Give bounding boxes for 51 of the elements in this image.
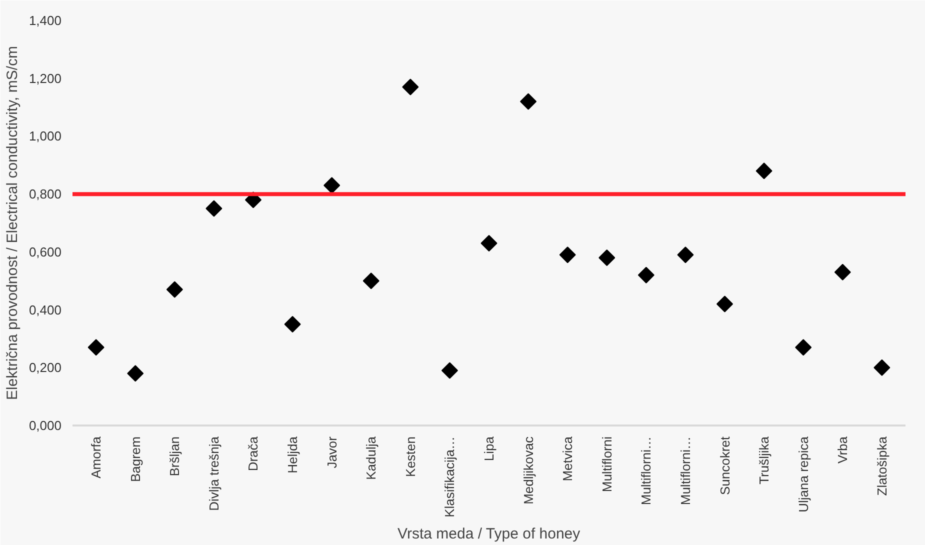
point [677,246,694,264]
y-tick-label: 0,400 [28,302,62,318]
x-tick-label: Multiflorni… [678,436,693,506]
y-axis-title: Električna provodnost / Electrical conductivity, mS/cm [4,46,21,400]
point [795,339,812,356]
point [559,246,576,264]
y-tick-label: 1,200 [28,70,62,86]
point [520,93,537,110]
x-tick-label: Multiflorni [599,436,614,492]
point [874,359,890,376]
x-tick-label: Kesten [402,436,418,477]
x-tick-label: Kadulja [364,436,379,480]
x-tick-label: Zlatošipka [874,436,890,496]
x-tick-label: Drača [246,436,261,472]
point [324,177,340,194]
x-tick-label: Bagrem [128,436,143,482]
point [480,234,498,252]
point [716,296,734,312]
x-tick-label: Suncokret [717,436,732,496]
x-tick-label: Heljda [285,436,300,474]
x-tick-label: Medljikovac [520,436,536,504]
x-tick-label: Klasifikacija… [442,436,458,518]
y-tick-label: 0,000 [28,418,62,433]
x-tick-label: Bršljan [167,436,182,476]
x-tick-label: Vrba [835,436,850,464]
x-tick-label: Divlja trešnja [206,436,222,511]
point [166,281,183,298]
y-tick-label: 0,200 [28,360,62,376]
point [206,200,222,217]
point [402,78,419,96]
x-tick-label: Javor [324,436,340,468]
point [127,365,144,382]
point [88,339,104,356]
x-tick-label: Trušljika [756,436,772,484]
point [756,162,772,180]
y-tick-label: 0,800 [28,186,62,202]
y-tick-label: 1,000 [28,128,62,144]
point [441,362,458,379]
x-tick-label: Amorfa [88,436,104,478]
x-tick-label: Uljana repica [796,436,811,512]
x-tick-label: Metvica [560,436,576,482]
point [834,264,851,280]
point [362,272,380,290]
x-tick-label: Lipa [482,436,496,462]
y-tick-label: 0,600 [28,244,62,260]
x-axis-title: Vrsta meda / Type of honey [398,525,581,542]
y-tick-label: 1,400 [28,13,62,28]
x-tick-label: Multiflorni… [638,436,654,506]
point [284,316,301,333]
point [638,266,654,284]
point [598,249,616,266]
